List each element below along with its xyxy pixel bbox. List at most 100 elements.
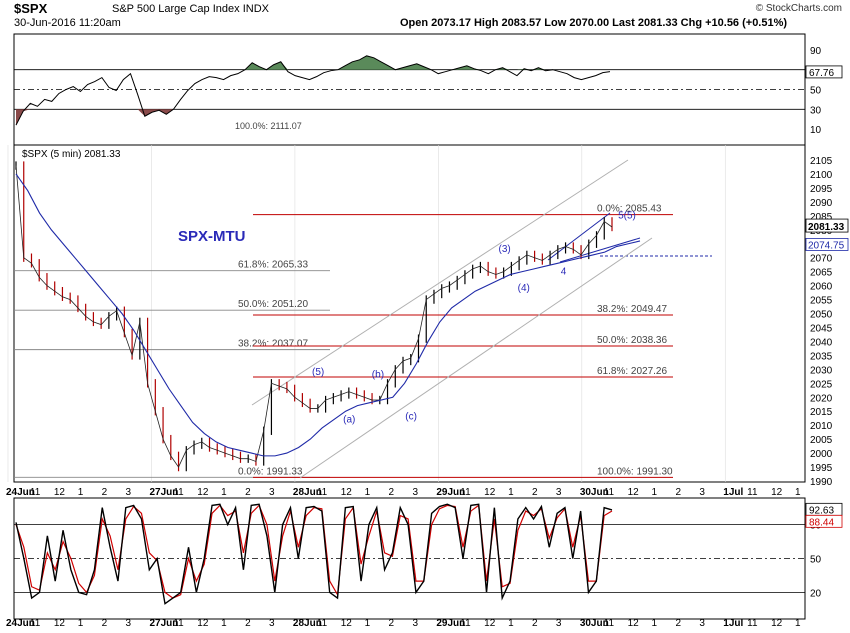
stoch-x-tick-label: 2: [102, 618, 108, 629]
fib-right-label: 38.2%: 2049.47: [597, 304, 667, 315]
stoch-x-tick-label: 1Jul: [723, 618, 743, 629]
ma-value: 2074.75: [808, 240, 845, 251]
price-x-tick-label: 1: [795, 487, 801, 498]
price-axis-label: 2050: [810, 310, 833, 321]
wave-label: (a): [343, 414, 355, 425]
credit-label: © StockCharts.com: [755, 3, 842, 14]
price-axis-label: 2015: [810, 407, 833, 418]
price-axis-label: 2000: [810, 449, 833, 460]
price-x-tick-label: 30Jun: [580, 487, 609, 498]
stoch-k-value: 92.63: [809, 505, 834, 516]
rsi-last-value: 67.76: [809, 68, 834, 79]
price-axis-label: 2030: [810, 365, 833, 376]
stoch-x-tick-label: 3: [126, 618, 132, 629]
rsi-level-label: 30: [810, 105, 822, 116]
stoch-x-tick-label: 12: [771, 618, 783, 629]
price-axis-label: 2020: [810, 393, 833, 404]
price-x-tick-label: 12: [54, 487, 66, 498]
price-axis-label: 2005: [810, 435, 833, 446]
rsi-oversold-fill: [16, 109, 610, 126]
price-x-tick-label: 1: [221, 487, 227, 498]
wave-label: (4): [518, 283, 530, 294]
price-x-tick-label: 27Jun: [149, 487, 178, 498]
price-x-tick-label: 11: [604, 487, 615, 498]
price-x-tick-label: 12: [484, 487, 496, 498]
chart-main-label: SPX-MTU: [178, 228, 246, 245]
price-axis-label: 2040: [810, 337, 833, 348]
stoch-x-tick-label: 2: [675, 618, 681, 629]
stoch-x-tick-label: 1: [795, 618, 801, 629]
fib-right-label: 0.0%: 2085.43: [597, 204, 662, 215]
ma-value-box: [805, 238, 849, 251]
stoch-x-tick-label: 11: [604, 618, 615, 629]
price-x-tick-label: 12: [197, 487, 209, 498]
price-axis-label: 2065: [810, 268, 833, 279]
stoch-x-tick-label: 3: [269, 618, 275, 629]
price-x-tick-label: 12: [771, 487, 783, 498]
symbol-title: $SPX: [14, 1, 48, 16]
stoch-x-tick-label: 1: [365, 618, 371, 629]
stoch-level-label: 20: [810, 588, 822, 599]
price-x-tick-label: 12: [628, 487, 640, 498]
price-x-tick-label: 3: [556, 487, 562, 498]
last-price-box: [805, 218, 849, 233]
price-axis-label: 1990: [810, 477, 833, 488]
stoch-x-tick-label: 11: [30, 618, 41, 629]
wave-label: (3): [499, 244, 511, 255]
price-axis-label: 2095: [810, 184, 833, 195]
price-axis-label: 2090: [810, 198, 833, 209]
stoch-x-tick-label: 3: [699, 618, 705, 629]
price-axis-label: 2105: [810, 156, 833, 167]
price-x-tick-label: 1: [78, 487, 84, 498]
price-x-tick-label: 11: [460, 487, 471, 498]
stoch-k-line: [15, 503, 613, 605]
price-x-tick-label: 1: [652, 487, 658, 498]
rsi-overbought-fill: [16, 55, 610, 70]
stoch-x-tick-label: 1: [78, 618, 84, 629]
stoch-x-tick-label: 12: [628, 618, 640, 629]
stoch-x-tick-label: 29Jun: [436, 618, 465, 629]
price-x-tick-label: 29Jun: [436, 487, 465, 498]
stoch-x-tick-label: 28Jun: [293, 618, 322, 629]
price-axis-label: 2025: [810, 379, 833, 390]
stoch-x-tick-label: 30Jun: [580, 618, 609, 629]
stoch-x-tick-label: 12: [197, 618, 209, 629]
exchange-label: INDX: [242, 3, 269, 15]
fib-right-label: 61.8%: 2027.26: [597, 366, 667, 377]
stoch-d-line: [15, 504, 613, 599]
stoch-x-tick-label: 3: [412, 618, 418, 629]
wave-label: (5): [312, 367, 324, 378]
stoch-x-tick-label: 11: [747, 618, 758, 629]
price-axis-label: 2070: [810, 254, 833, 265]
price-x-tick-label: 2: [675, 487, 681, 498]
rsi-level-label: 10: [810, 125, 822, 136]
stoch-x-tick-label: 12: [484, 618, 496, 629]
price-axis-label: 2045: [810, 323, 833, 334]
wave-label: (c): [405, 412, 417, 423]
stoch-d-value: 88.44: [809, 517, 834, 528]
stoch-x-tick-label: 1: [652, 618, 658, 629]
fib-left-label: 0.0%: 1991.33: [238, 466, 303, 477]
stoch-x-tick-label: 12: [341, 618, 353, 629]
price-x-tick-label: 2: [532, 487, 538, 498]
price-line: [15, 165, 613, 468]
wave-label: 5(5): [618, 211, 636, 222]
stoch-x-tick-label: 11: [317, 618, 328, 629]
price-axis-label: 2100: [810, 170, 833, 181]
price-x-tick-label: 1: [508, 487, 514, 498]
stoch-x-tick-label: 1: [221, 618, 227, 629]
stoch-x-tick-label: 1: [508, 618, 514, 629]
price-x-tick-label: 3: [269, 487, 275, 498]
price-x-tick-label: 12: [341, 487, 353, 498]
channel-lower-line: [299, 237, 653, 479]
price-axis-label: 2055: [810, 296, 833, 307]
fib-left-label: 61.8%: 2065.33: [238, 260, 308, 271]
stoch-x-tick-label: 11: [460, 618, 471, 629]
price-axis-label: 1995: [810, 463, 833, 474]
price-x-tick-label: 2: [245, 487, 251, 498]
price-x-tick-label: 11: [173, 487, 184, 498]
price-x-tick-label: 28Jun: [293, 487, 322, 498]
stoch-x-tick-label: 2: [389, 618, 395, 629]
price-panel-frame: [13, 144, 806, 483]
